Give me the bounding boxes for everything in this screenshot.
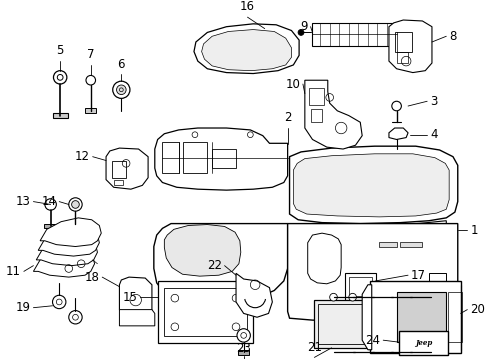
Text: 20: 20 <box>469 303 484 316</box>
Polygon shape <box>400 242 422 247</box>
Polygon shape <box>307 233 341 284</box>
Bar <box>157 281 253 343</box>
Text: 18: 18 <box>84 271 99 284</box>
Bar <box>310 109 322 122</box>
Circle shape <box>69 198 82 211</box>
Circle shape <box>116 85 126 95</box>
Polygon shape <box>38 228 99 256</box>
Bar <box>419 225 438 242</box>
Polygon shape <box>106 148 148 189</box>
Polygon shape <box>33 248 94 277</box>
Bar <box>314 300 438 348</box>
Bar <box>398 330 447 355</box>
Bar <box>308 88 323 105</box>
Text: 19: 19 <box>16 301 30 314</box>
Bar <box>112 161 126 178</box>
Bar <box>318 304 434 344</box>
Text: 9: 9 <box>300 20 307 33</box>
Text: 8: 8 <box>448 30 456 43</box>
Bar <box>238 350 249 355</box>
Polygon shape <box>212 149 236 168</box>
Polygon shape <box>40 218 101 247</box>
Text: 3: 3 <box>429 95 437 108</box>
Polygon shape <box>289 146 457 224</box>
Text: 23: 23 <box>236 342 251 355</box>
Polygon shape <box>194 24 299 73</box>
Polygon shape <box>119 277 152 323</box>
Circle shape <box>329 293 337 301</box>
Polygon shape <box>164 225 240 276</box>
Circle shape <box>69 311 82 324</box>
Circle shape <box>45 199 56 210</box>
Circle shape <box>386 293 394 301</box>
Text: 10: 10 <box>285 77 300 91</box>
Polygon shape <box>162 142 178 173</box>
Bar <box>85 108 96 113</box>
Bar <box>312 23 396 46</box>
Polygon shape <box>183 142 207 173</box>
Circle shape <box>367 293 375 301</box>
Bar <box>344 273 375 300</box>
Text: 22: 22 <box>206 259 221 272</box>
Bar <box>70 222 81 226</box>
Text: 5: 5 <box>57 44 64 57</box>
Bar <box>44 224 57 228</box>
Polygon shape <box>119 310 155 326</box>
Circle shape <box>53 71 67 84</box>
Text: 7: 7 <box>87 48 94 61</box>
Text: 16: 16 <box>240 0 254 13</box>
Text: 21: 21 <box>306 341 321 354</box>
Circle shape <box>391 101 401 111</box>
Circle shape <box>113 81 130 98</box>
Polygon shape <box>304 80 362 149</box>
Text: 12: 12 <box>75 150 90 163</box>
Text: 4: 4 <box>429 128 437 141</box>
Polygon shape <box>362 285 371 350</box>
Text: 17: 17 <box>410 269 425 282</box>
Text: 14: 14 <box>41 195 56 208</box>
Circle shape <box>298 30 303 35</box>
Bar <box>396 51 407 63</box>
Bar <box>447 292 461 342</box>
Polygon shape <box>236 273 272 317</box>
Text: 13: 13 <box>16 195 30 208</box>
Polygon shape <box>415 221 446 247</box>
Circle shape <box>52 295 66 309</box>
Text: 6: 6 <box>117 58 125 71</box>
Bar <box>52 113 68 117</box>
Polygon shape <box>388 128 407 139</box>
Text: 2: 2 <box>284 111 291 124</box>
Circle shape <box>71 201 79 208</box>
Bar <box>113 180 123 185</box>
Circle shape <box>237 329 250 342</box>
Polygon shape <box>36 237 97 266</box>
Text: 24: 24 <box>365 334 380 347</box>
Circle shape <box>86 76 95 85</box>
Polygon shape <box>201 30 291 71</box>
Text: 1: 1 <box>469 224 477 237</box>
Polygon shape <box>388 20 431 73</box>
Polygon shape <box>154 224 287 304</box>
Text: Jeep: Jeep <box>414 339 431 347</box>
Polygon shape <box>428 273 446 288</box>
Bar <box>348 277 371 296</box>
Text: 11: 11 <box>6 265 21 278</box>
Polygon shape <box>287 224 457 322</box>
Polygon shape <box>379 242 396 247</box>
Circle shape <box>348 293 356 301</box>
Polygon shape <box>293 154 448 217</box>
Bar <box>394 32 411 51</box>
Text: 15: 15 <box>122 291 137 304</box>
Bar <box>396 292 446 342</box>
Bar <box>369 281 460 352</box>
Polygon shape <box>155 128 287 190</box>
Circle shape <box>406 293 413 301</box>
Bar <box>164 288 246 336</box>
